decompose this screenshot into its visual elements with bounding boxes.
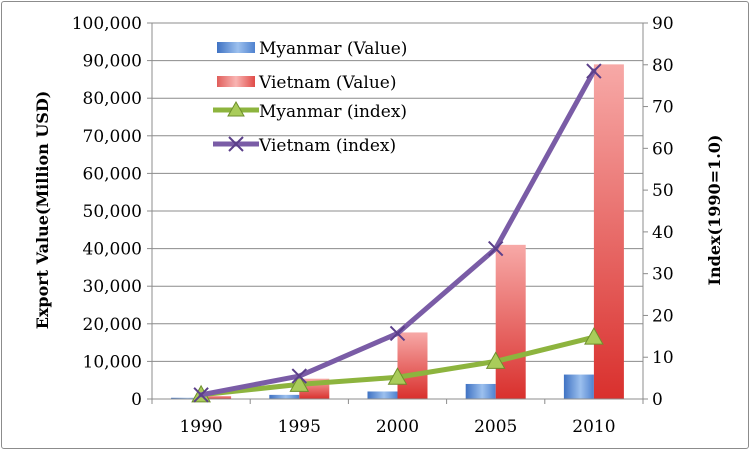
bar-myanmar-value-2010 [563,374,594,399]
right-tick-label: 90 [652,14,674,34]
marker-vietnam-index-1990 [193,387,209,403]
right-tick-label: 20 [652,306,674,326]
left-tick-label: 10,000 [83,352,142,372]
bar-vietnam-value-2010 [593,64,624,400]
legend-label-myanmar-value: Myanmar (Value) [259,39,407,59]
marker-vietnam-index-2000 [389,325,406,342]
left-tick-label: 30,000 [83,277,142,297]
x-tick-label: 2010 [572,417,615,437]
right-tick-label: 50 [652,181,674,201]
marker-myanmar-index-1995 [289,374,310,392]
right-tick-label: 30 [652,265,674,285]
legend-marker-vietnam-index [228,136,244,152]
x-axis-ticks: 1990 1995 2000 2005 2010 [179,417,615,437]
x-tick-label: 1990 [179,417,222,437]
left-tick-label: 20,000 [83,315,142,335]
left-tick-label: 0 [131,390,142,410]
bar-vietnam-value-1990 [201,395,232,399]
marker-vietnam-index-2005 [487,240,504,257]
bar-vietnam-value-2000 [397,332,428,399]
left-tick-label: 80,000 [83,89,142,109]
marker-myanmar-index-2010 [584,327,604,345]
left-tick-label: 90,000 [83,52,142,72]
axes [147,22,648,404]
left-tick-label: 50,000 [83,202,142,222]
legend-swatch-vietnam-value [217,76,255,87]
x-tick-label: 2000 [376,417,419,437]
legend-label-vietnam-index: Vietnam (index) [258,136,396,156]
x-tick-label: 1995 [278,417,321,437]
right-axis-ticks: 0 10 20 30 40 50 60 70 80 90 [652,14,674,410]
right-tick-label: 80 [652,56,674,76]
x-tick-label: 2005 [474,417,517,437]
gridlines [152,22,643,362]
bar-myanmar-value-1995 [269,394,300,399]
left-axis-title: Export Value(Million USD) [33,91,52,330]
left-tick-label: 70,000 [83,127,142,147]
marker-myanmar-index-2005 [485,351,506,369]
bar-myanmar-value-2000 [367,391,398,399]
legend-label-myanmar-index: Myanmar (index) [259,102,407,122]
left-tick-label: 40,000 [83,240,142,260]
index-lines [191,63,604,403]
legend-label-vietnam-value: Vietnam (Value) [258,73,396,93]
marker-vietnam-index-2010 [586,63,602,79]
legend: Myanmar (Value) Vietnam (Value) Myanmar … [213,39,407,156]
left-tick-label: 60,000 [83,164,142,184]
left-tick-label: 100,000 [72,14,142,34]
right-tick-label: 0 [652,390,663,410]
right-tick-label: 70 [652,98,674,118]
bar-myanmar-value-2005 [465,383,496,399]
right-axis-title: Index(1990=1.0) [705,135,724,286]
right-tick-label: 10 [652,348,674,368]
right-tick-label: 60 [652,139,674,159]
right-tick-label: 40 [652,223,674,243]
bar-myanmar-value-1990 [171,397,202,399]
marker-myanmar-index-2000 [387,367,408,385]
bar-vietnam-value-2005 [495,244,526,399]
marker-vietnam-index-1995 [291,368,308,384]
legend-swatch-myanmar-value [217,42,255,53]
legend-marker-myanmar-index [227,100,245,117]
left-axis-ticks: 0 10,000 20,000 30,000 40,000 50,000 60,000 70,… [72,14,142,410]
